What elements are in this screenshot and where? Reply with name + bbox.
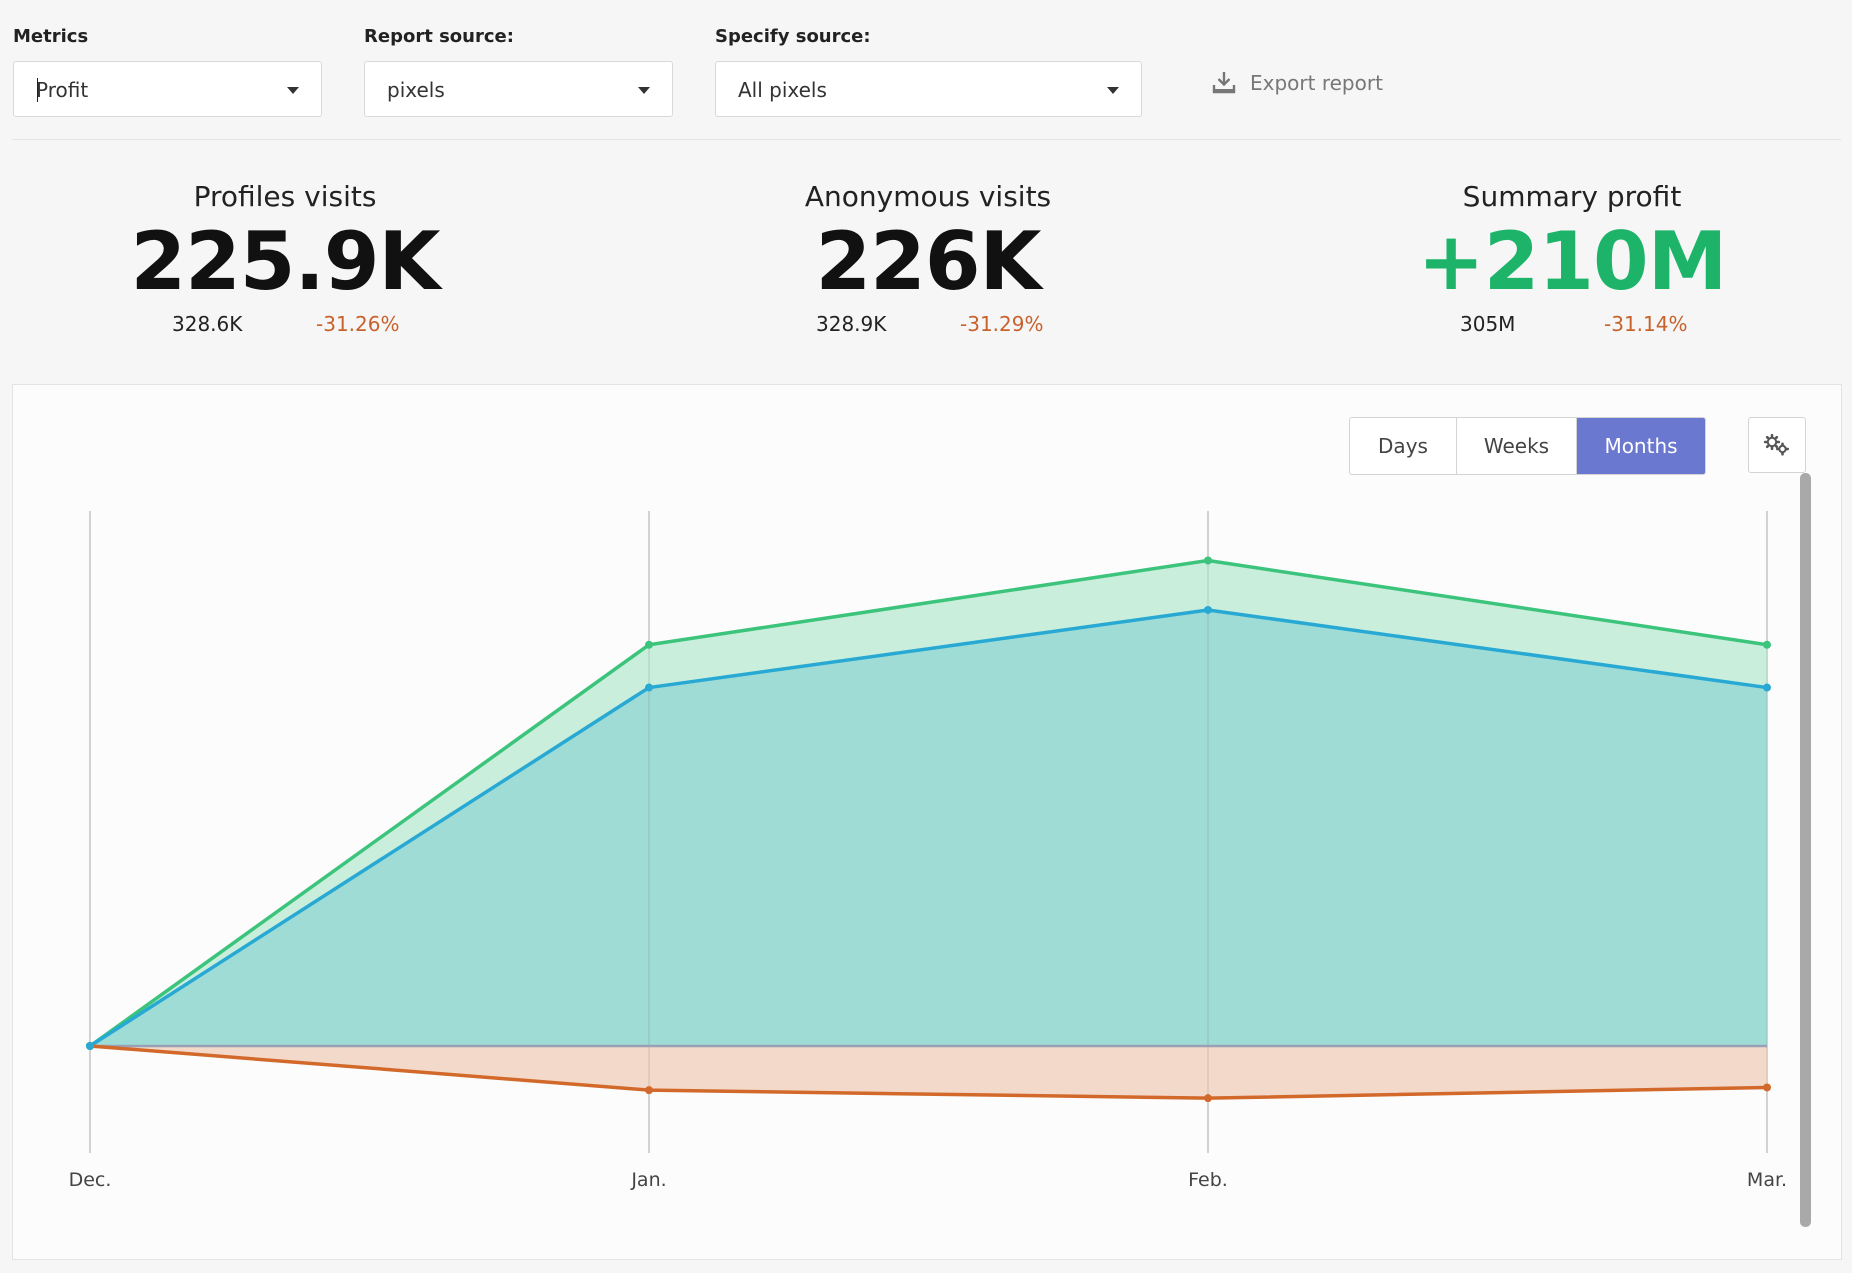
series-orange-point[interactable] [1763, 1083, 1771, 1092]
kpi-summary-profit: Summary profit +210M 305M -31.14% [1382, 180, 1762, 336]
chart-scrollbar[interactable] [1800, 473, 1811, 1227]
kpi-profiles-visits: Profiles visits 225.9K 328.6K -31.26% [95, 180, 475, 336]
metrics-select[interactable]: Profit [13, 61, 322, 117]
kpi-value: +210M [1417, 215, 1728, 308]
series-green-point[interactable] [1763, 640, 1771, 649]
x-tick-label: Dec. [69, 1169, 112, 1191]
report-source-select[interactable]: pixels [364, 61, 673, 117]
metrics-label: Metrics [13, 26, 89, 47]
specify-source-label: Specify source: [715, 26, 871, 47]
kpi-anonymous-visits: Anonymous visits 226K 328.9K -31.29% [738, 180, 1118, 336]
download-icon [1212, 72, 1236, 94]
kpi-value: 225.9K [130, 215, 440, 308]
gears-icon [1763, 433, 1789, 456]
series-green-line [88, 558, 1768, 1048]
period-weeks-button[interactable]: Weeks [1457, 418, 1577, 474]
series-orange-point[interactable] [645, 1086, 653, 1095]
report-source-label: Report source: [364, 26, 514, 47]
series-blue-point[interactable] [86, 1042, 94, 1050]
x-tick-label: Jan. [630, 1169, 666, 1191]
series-blue-point[interactable] [1763, 683, 1771, 692]
report-source-select-value: pixels [387, 78, 445, 102]
series-blue-point[interactable] [1204, 605, 1212, 614]
x-tick-label: Feb. [1188, 1169, 1228, 1191]
period-toggle: Days Weeks Months [1349, 417, 1706, 475]
series-blue-line [89, 608, 1768, 1048]
specify-source-select-value: All pixels [738, 78, 827, 102]
caret-down-icon [638, 87, 650, 94]
header-divider [12, 139, 1841, 140]
specify-source-select[interactable]: All pixels [715, 61, 1142, 117]
kpi-title: Anonymous visits [804, 180, 1052, 213]
kpi-previous-value: 305M [1460, 312, 1516, 336]
kpi-change: -31.29% [960, 312, 1044, 336]
export-report-label: Export report [1250, 71, 1383, 95]
kpi-title: Summary profit [1462, 180, 1682, 213]
series-green-point[interactable] [1204, 556, 1212, 565]
series-orange-point[interactable] [1204, 1094, 1212, 1103]
text-cursor [37, 78, 38, 102]
kpi-change: -31.14% [1604, 312, 1688, 336]
kpi-previous-value: 328.9K [816, 312, 887, 336]
caret-down-icon [287, 87, 299, 94]
kpi-change: -31.26% [316, 312, 400, 336]
x-tick-label: Mar. [1747, 1169, 1787, 1191]
chart-settings-button[interactable] [1748, 417, 1806, 473]
kpi-title: Profiles visits [193, 180, 377, 213]
series-orange-line [89, 1044, 1768, 1100]
period-days-button[interactable]: Days [1350, 418, 1457, 474]
kpi-previous-value: 328.6K [172, 312, 243, 336]
series-blue-area [90, 609, 1767, 1046]
export-report-button[interactable]: Export report [1212, 68, 1383, 98]
caret-down-icon [1107, 87, 1119, 94]
series-green-point[interactable] [645, 640, 653, 649]
period-months-button[interactable]: Months [1577, 418, 1705, 474]
metrics-select-value: Profit [36, 78, 89, 102]
kpi-value: 226K [815, 215, 1042, 308]
series-orange-area [90, 1046, 1767, 1099]
series-blue-point[interactable] [645, 683, 653, 692]
